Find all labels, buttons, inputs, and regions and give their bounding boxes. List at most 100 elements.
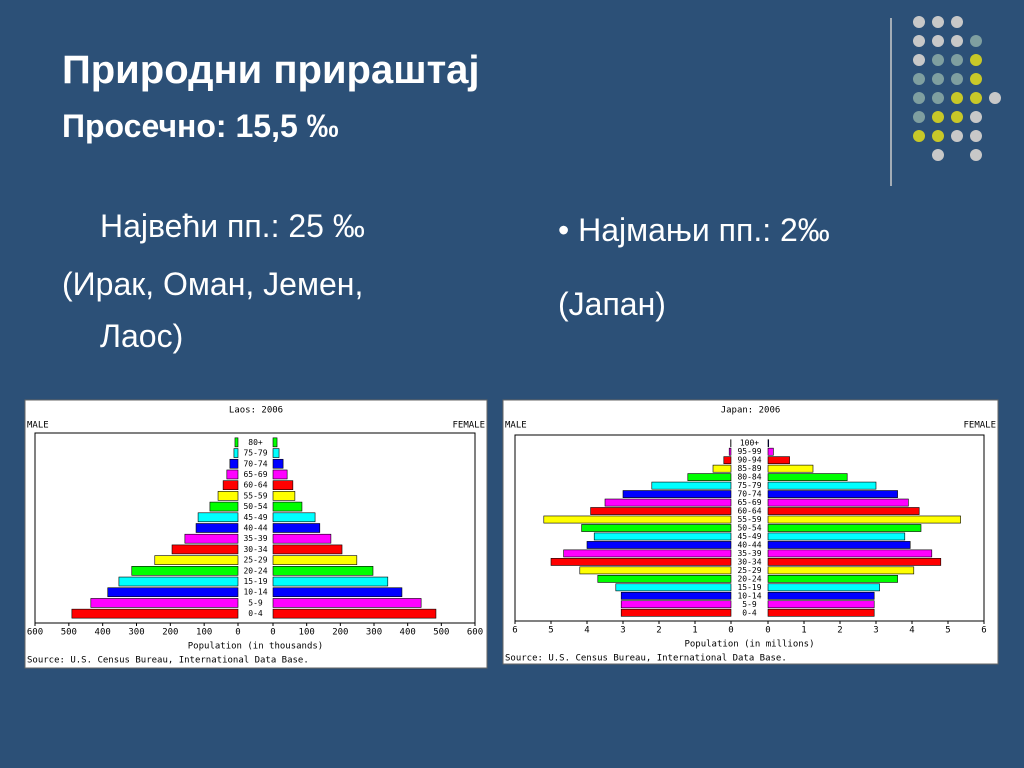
bar bbox=[217, 491, 239, 501]
age-label: 50-54 bbox=[243, 502, 267, 511]
bar bbox=[767, 524, 922, 532]
bar bbox=[604, 498, 732, 507]
bar bbox=[272, 533, 332, 544]
x-tick-label: 4 bbox=[584, 626, 589, 636]
bar bbox=[272, 555, 358, 565]
x-tick-label: 0 bbox=[765, 626, 770, 636]
bar bbox=[620, 608, 732, 617]
bar bbox=[184, 533, 239, 544]
note-text: (Ирак, Оман, Јемен, bbox=[62, 266, 364, 302]
x-tick-label: 5 bbox=[548, 626, 553, 636]
x-tick-label: 0 bbox=[270, 628, 275, 638]
bar bbox=[272, 587, 403, 598]
bar bbox=[272, 501, 303, 512]
bar bbox=[209, 501, 239, 512]
x-tick-label: 500 bbox=[61, 628, 77, 638]
bar bbox=[90, 598, 239, 608]
bar bbox=[767, 464, 814, 473]
x-tick-label: 500 bbox=[433, 628, 449, 638]
age-label: 75-79 bbox=[243, 449, 267, 458]
x-tick-label: 3 bbox=[620, 626, 625, 636]
bar bbox=[195, 523, 239, 533]
x-tick-label: 2 bbox=[656, 626, 661, 636]
bar bbox=[767, 541, 911, 549]
bar bbox=[234, 437, 239, 448]
chart-title: Laos: 2006 bbox=[229, 406, 283, 416]
right-label: FEMALE bbox=[963, 421, 996, 431]
bar bbox=[767, 473, 848, 482]
age-label: 45-49 bbox=[243, 513, 267, 522]
bar bbox=[272, 566, 374, 576]
age-label: 25-29 bbox=[737, 566, 761, 575]
bar bbox=[272, 491, 296, 501]
bar bbox=[767, 515, 961, 524]
bar bbox=[767, 481, 877, 490]
bar bbox=[767, 566, 915, 575]
bar bbox=[767, 498, 909, 507]
bar bbox=[579, 566, 732, 575]
age-label: 45-49 bbox=[737, 532, 761, 541]
x-tick-label: 0 bbox=[728, 626, 733, 636]
x-tick-label: 200 bbox=[162, 628, 178, 638]
age-label: 60-64 bbox=[243, 481, 267, 490]
x-tick-label: 400 bbox=[400, 628, 416, 638]
age-label: 70-74 bbox=[243, 459, 267, 468]
bar bbox=[563, 549, 732, 558]
bar bbox=[767, 574, 898, 583]
age-label: 60-64 bbox=[737, 507, 761, 516]
bar bbox=[767, 507, 920, 515]
right-label: FEMALE bbox=[452, 421, 485, 431]
bar bbox=[581, 524, 732, 532]
bar bbox=[767, 532, 906, 541]
age-label: 5-9 bbox=[248, 598, 263, 607]
age-label: 65-69 bbox=[243, 470, 267, 479]
x-tick-label: 600 bbox=[467, 628, 483, 638]
bar bbox=[226, 469, 239, 480]
bar bbox=[712, 464, 732, 473]
x-tick-label: 600 bbox=[27, 628, 43, 638]
bar bbox=[222, 480, 239, 490]
x-tick-label: 1 bbox=[692, 626, 697, 636]
x-tick-label: 5 bbox=[945, 626, 950, 636]
left-label: MALE bbox=[505, 421, 527, 431]
bullet-text: Највећи пп.: 25 ‰ bbox=[100, 208, 365, 244]
age-label: 40-44 bbox=[243, 524, 267, 533]
bar bbox=[767, 600, 875, 609]
bar bbox=[272, 469, 288, 480]
bar bbox=[107, 587, 239, 598]
bar bbox=[272, 598, 422, 608]
left-label: MALE bbox=[27, 421, 49, 431]
age-label: 0-4 bbox=[248, 609, 263, 618]
age-label: 40-44 bbox=[737, 540, 761, 549]
bar bbox=[767, 583, 880, 592]
bar bbox=[651, 481, 732, 490]
chart-background bbox=[502, 399, 999, 665]
age-label: 20-24 bbox=[243, 566, 267, 575]
bar bbox=[590, 507, 732, 515]
source-note: Source: U.S. Census Bureau, Internationa… bbox=[27, 656, 309, 666]
slide-subtitle: Просечно: 15,5 ‰ bbox=[62, 108, 339, 144]
x-tick-label: 3 bbox=[873, 626, 878, 636]
bar bbox=[586, 541, 732, 549]
bar bbox=[593, 532, 732, 541]
bar bbox=[272, 448, 280, 458]
x-tick-label: 4 bbox=[909, 626, 914, 636]
x-tick-label: 100 bbox=[299, 628, 315, 638]
bar bbox=[767, 591, 875, 600]
bar bbox=[767, 608, 875, 617]
age-label: 35-39 bbox=[243, 534, 267, 543]
x-tick-label: 400 bbox=[95, 628, 111, 638]
age-label: 30-34 bbox=[243, 545, 267, 554]
bar bbox=[71, 608, 239, 619]
bar bbox=[131, 566, 239, 576]
bar bbox=[767, 456, 790, 465]
plot-frame bbox=[34, 432, 476, 624]
age-label: 0-4 bbox=[742, 608, 757, 617]
bar bbox=[272, 480, 294, 490]
age-label: 15-19 bbox=[243, 577, 267, 586]
age-label: 5-9 bbox=[742, 600, 757, 609]
age-label: 80+ bbox=[248, 438, 263, 447]
bar bbox=[687, 473, 732, 482]
